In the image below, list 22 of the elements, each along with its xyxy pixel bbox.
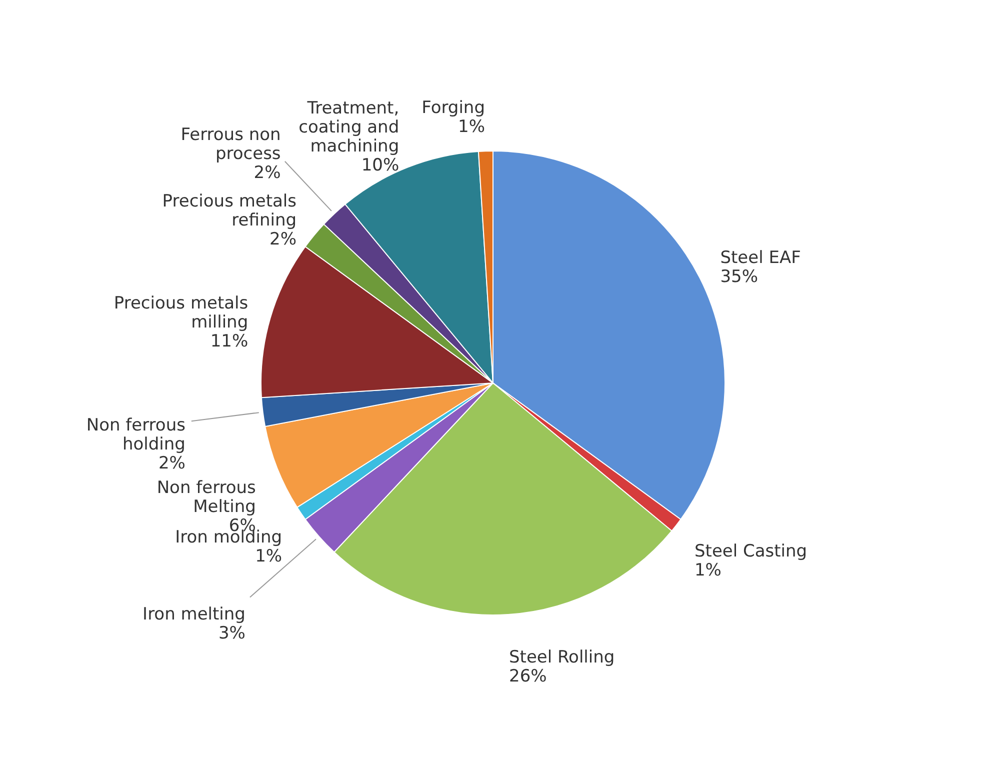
data-label: 3%: [218, 623, 246, 644]
data-label: 10%: [361, 156, 400, 176]
data-label: 1%: [255, 546, 282, 567]
slice-label: Steel EAF: [720, 248, 801, 268]
slice-label: Steel Casting: [694, 542, 808, 562]
slice-label: Treatment, coating and machining: [298, 98, 400, 157]
slice-label: Non ferrous holding: [86, 416, 186, 455]
slice-label: Forging: [422, 98, 485, 118]
slice-label: Precious metals refining: [162, 191, 297, 230]
data-label: 2%: [158, 454, 186, 474]
data-label: 35%: [720, 267, 758, 288]
data-label: 11%: [210, 331, 248, 352]
data-label: 2%: [270, 229, 297, 250]
data-label: 26%: [509, 666, 547, 686]
slice-label: Precious metals milling: [114, 293, 248, 332]
data-label: 1%: [458, 117, 485, 138]
slice-label: Steel Rolling: [509, 647, 615, 668]
slice-label: Non ferrous Melting: [156, 478, 256, 517]
data-label: 1%: [694, 560, 722, 581]
data-label: 2%: [254, 163, 281, 184]
slice-label: Ferrous non process: [180, 125, 281, 164]
slice-label: Iron melting: [142, 604, 246, 624]
